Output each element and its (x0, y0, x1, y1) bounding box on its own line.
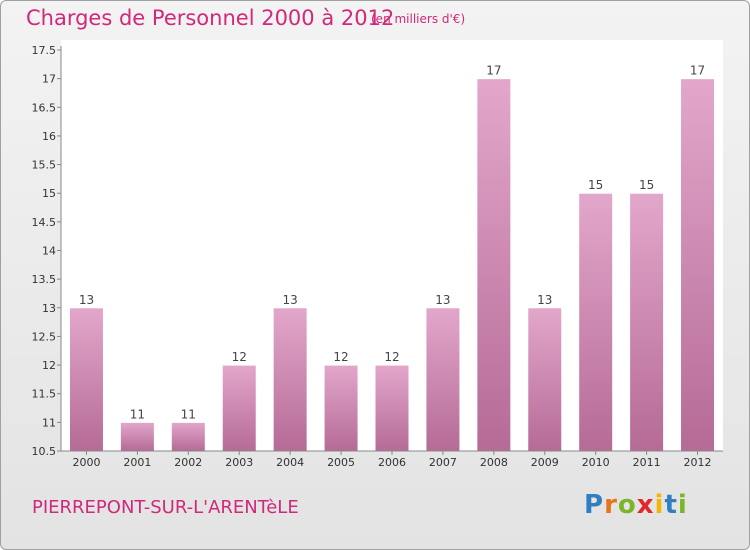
bar-2011 (629, 192, 665, 452)
data-label-2008: 17 (486, 64, 501, 78)
y-tick-label-14: 14 (42, 245, 56, 258)
y-tick-label-11: 11 (42, 416, 56, 429)
data-label-2004: 13 (283, 293, 298, 307)
x-tick-label-2011: 2011 (633, 456, 661, 469)
y-tick-label-11.5: 11.5 (32, 388, 57, 401)
x-tick-label-2008: 2008 (480, 456, 508, 469)
logo-letter: i (677, 490, 688, 520)
bar-2009 (527, 307, 563, 452)
x-tick-label-2002: 2002 (174, 456, 202, 469)
y-tick-label-15.5: 15.5 (32, 159, 57, 172)
y-tick-label-16.5: 16.5 (32, 101, 57, 114)
logo-letter: P (584, 490, 605, 520)
data-label-2005: 12 (333, 350, 348, 364)
bar-2003 (221, 364, 257, 452)
y-tick-label-10.5: 10.5 (32, 445, 57, 458)
bar-2012 (680, 78, 716, 452)
y-tick-label-12: 12 (42, 359, 56, 372)
bar-2002 (170, 421, 206, 452)
data-label-2002: 11 (181, 407, 196, 421)
data-label-2001: 11 (130, 407, 145, 421)
y-tick-label-17: 17 (42, 73, 56, 86)
y-tick-label-12.5: 12.5 (32, 330, 57, 343)
data-label-2010: 15 (588, 178, 603, 192)
y-tick-label-13.5: 13.5 (32, 273, 57, 286)
x-tick-label-2000: 2000 (72, 456, 100, 469)
y-tick-label-17.5: 17.5 (32, 44, 57, 57)
y-tick-label-15: 15 (42, 187, 56, 200)
logo-letter: o (617, 490, 637, 520)
x-tick-label-2003: 2003 (225, 456, 253, 469)
x-tick-label-2005: 2005 (327, 456, 355, 469)
data-label-2000: 13 (79, 293, 94, 307)
bar-2004 (272, 307, 308, 452)
bar-2010 (578, 192, 614, 452)
x-tick-label-2012: 2012 (684, 456, 712, 469)
proxiti-logo: Proxiti (584, 490, 688, 520)
bars-group: 13 11 11 12 13 12 12 13 17 13 15 15 17 (68, 64, 716, 452)
bar-2006 (374, 364, 410, 452)
x-tick-label-2006: 2006 (378, 456, 406, 469)
x-tick-label-2004: 2004 (276, 456, 304, 469)
bar-2008 (476, 78, 512, 452)
bar-2007 (425, 307, 461, 452)
commune-name: PIERREPONT-SUR-L'ARENTèLE (32, 497, 299, 518)
bar-2005 (323, 364, 359, 452)
y-tick-label-14.5: 14.5 (32, 216, 57, 229)
x-tick-label-2001: 2001 (123, 456, 151, 469)
logo-letter: r (604, 490, 618, 520)
logo-letter: x (636, 490, 655, 520)
x-tick-label-2009: 2009 (531, 456, 559, 469)
logo-letter: t (664, 490, 678, 520)
data-label-2009: 13 (537, 293, 552, 307)
y-tick-label-13: 13 (42, 302, 56, 315)
bar-2001 (119, 421, 155, 452)
x-tick-label-2007: 2007 (429, 456, 457, 469)
axes-group: 2000 2001 2002 2003 2004 2005 2006 2007 2008 2009… (32, 44, 723, 469)
data-label-2012: 17 (690, 64, 705, 78)
bar-2000 (68, 307, 104, 452)
chart-subtitle: (en milliers d'€) (371, 12, 466, 26)
y-tick-label-16: 16 (42, 130, 56, 143)
logo-letter: i (654, 490, 665, 520)
data-label-2006: 12 (384, 350, 399, 364)
x-tick-label-2010: 2010 (582, 456, 610, 469)
chart-title: Charges de Personnel 2000 à 2012 (26, 6, 395, 30)
data-label-2007: 13 (435, 293, 450, 307)
data-label-2003: 12 (232, 350, 247, 364)
data-label-2011: 15 (639, 178, 654, 192)
